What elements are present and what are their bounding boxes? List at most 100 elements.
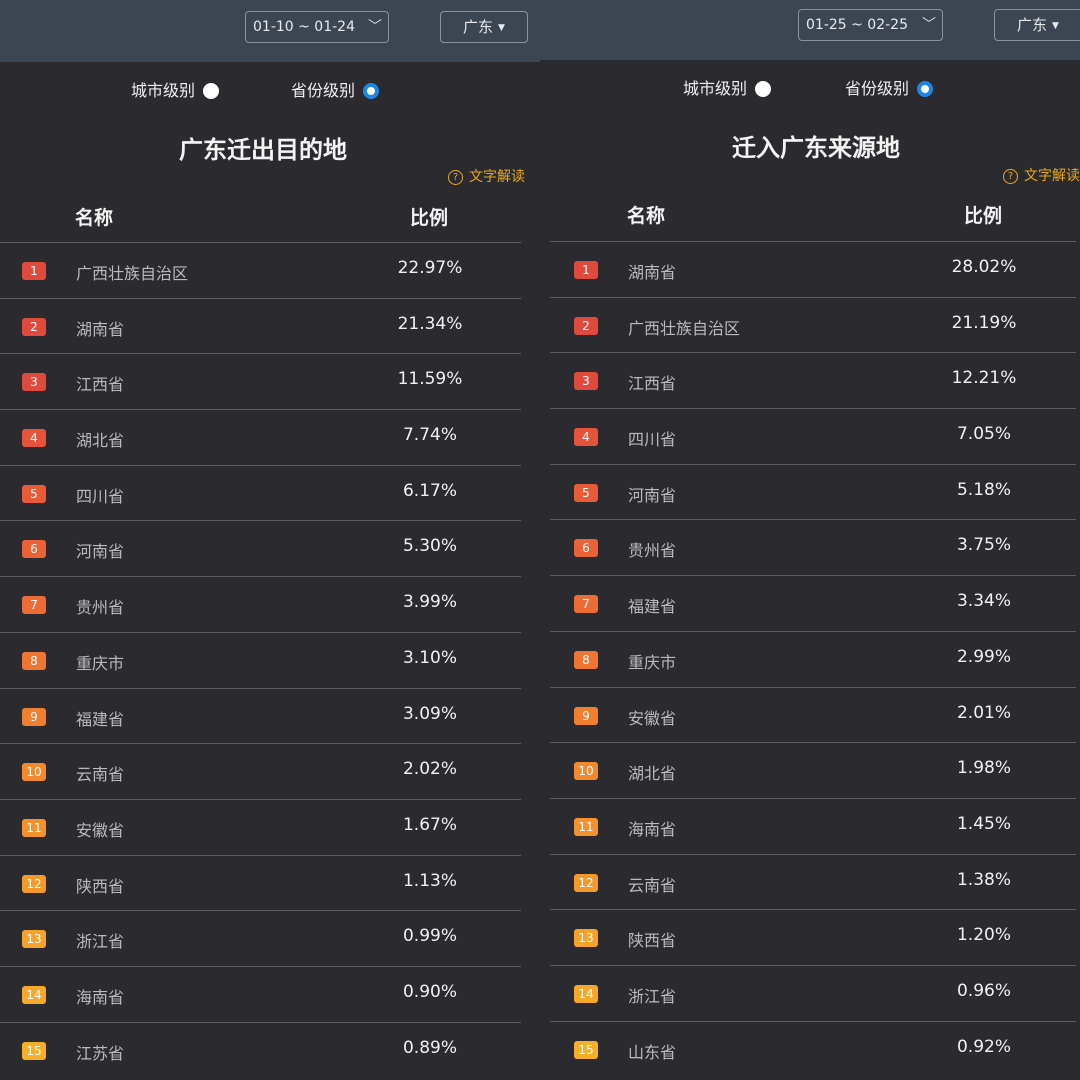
row-ratio: 1.38% xyxy=(956,869,1011,890)
table-row[interactable]: 13 浙江省 0.99% xyxy=(0,910,521,966)
row-name: 重庆市 xyxy=(628,652,677,672)
panel-title: 迁入广东来源地 xyxy=(732,134,900,162)
row-name: 云南省 xyxy=(76,765,125,785)
table-row[interactable]: 7 福建省 3.34% xyxy=(550,575,1076,631)
row-ratio: 1.20% xyxy=(956,925,1011,946)
rank-badge: 11 xyxy=(574,817,598,836)
row-ratio: 3.34% xyxy=(956,591,1011,612)
radio-checked-icon[interactable] xyxy=(917,81,934,97)
rank-badge: 2 xyxy=(22,317,46,336)
table-row[interactable]: 11 安徽省 1.67% xyxy=(0,798,521,855)
row-name: 四川省 xyxy=(76,486,125,506)
level-radio-group: 城市级别 省份级别 xyxy=(540,76,1080,102)
table-row[interactable]: 12 云南省 1.38% xyxy=(550,853,1076,910)
table-row[interactable]: 15 山东省 0.92% xyxy=(550,1020,1076,1077)
date-range-select[interactable]: 01-25 ~ 02-25 ﹀ xyxy=(798,9,943,41)
row-ratio: 28.02% xyxy=(951,257,1017,277)
table-row[interactable]: 10 云南省 2.02% xyxy=(0,743,521,799)
table-row[interactable]: 10 湖北省 1.98% xyxy=(550,742,1076,798)
rank-badge: 8 xyxy=(574,650,598,669)
table-row[interactable]: 11 海南省 1.45% xyxy=(550,797,1076,854)
rank-badge: 12 xyxy=(574,873,598,892)
column-header-ratio: 比例 xyxy=(410,207,449,229)
radio-unchecked-icon[interactable] xyxy=(203,83,220,99)
row-name: 安徽省 xyxy=(628,708,677,728)
radio-province-level[interactable]: 省份级别 xyxy=(291,78,380,104)
row-ratio: 0.90% xyxy=(402,981,457,1002)
text-explain-link[interactable]: ? 文字解读 xyxy=(1003,165,1080,185)
date-range-select[interactable]: 01-10 ~ 01-24 ﹀ xyxy=(245,11,389,43)
explain-label: 文字解读 xyxy=(1024,168,1080,184)
row-ratio: 3.09% xyxy=(402,703,457,724)
table-row[interactable]: 5 河南省 5.18% xyxy=(550,463,1076,520)
table-row[interactable]: 1 湖南省 28.02% xyxy=(550,241,1076,297)
row-name: 河南省 xyxy=(76,542,125,562)
row-ratio: 5.30% xyxy=(402,536,457,557)
radio-unchecked-icon[interactable] xyxy=(755,81,772,97)
region-select[interactable]: 广东 ▼ xyxy=(440,11,528,43)
row-name: 陕西省 xyxy=(76,876,125,896)
table-row[interactable]: 5 四川省 6.17% xyxy=(0,464,521,521)
table-row[interactable]: 8 重庆市 3.10% xyxy=(0,631,521,688)
chevron-down-icon: ﹀ xyxy=(368,19,382,35)
table-row[interactable]: 12 陕西省 1.13% xyxy=(0,854,521,911)
table-row[interactable]: 6 河南省 5.30% xyxy=(0,520,521,576)
row-ratio: 7.05% xyxy=(956,424,1011,445)
radio-city-level[interactable]: 城市级别 xyxy=(131,78,220,104)
row-name: 海南省 xyxy=(76,987,125,1007)
region-select[interactable]: 广东 ▼ xyxy=(994,9,1080,41)
row-name: 河南省 xyxy=(628,485,677,505)
row-ratio: 0.99% xyxy=(402,926,457,947)
table-row[interactable]: 4 四川省 7.05% xyxy=(550,408,1076,464)
table-row[interactable]: 3 江西省 12.21% xyxy=(550,352,1076,408)
row-name: 广西壮族自治区 xyxy=(76,264,189,283)
row-ratio: 0.89% xyxy=(402,1037,457,1058)
row-name: 福建省 xyxy=(76,709,125,729)
rank-badge: 9 xyxy=(22,707,46,726)
row-ratio: 1.98% xyxy=(956,758,1011,779)
top-toolbar: 01-25 ~ 02-25 ﹀ 广东 ▼ xyxy=(540,0,1080,60)
table-row[interactable]: 2 广西壮族自治区 21.19% xyxy=(550,296,1076,353)
radio-province-level[interactable]: 省份级别 xyxy=(845,76,934,102)
radio-city-level[interactable]: 城市级别 xyxy=(683,76,772,102)
row-ratio: 2.99% xyxy=(956,646,1011,667)
table-row[interactable]: 9 安徽省 2.01% xyxy=(550,686,1076,743)
row-name: 福建省 xyxy=(628,597,677,617)
row-ratio: 6.17% xyxy=(402,480,457,501)
row-ratio: 3.10% xyxy=(402,647,457,668)
rank-badge: 13 xyxy=(574,929,598,948)
table-row[interactable]: 4 湖北省 7.74% xyxy=(0,409,521,465)
rank-badge: 15 xyxy=(22,1041,46,1060)
table-row[interactable]: 2 湖南省 21.34% xyxy=(0,297,521,354)
table-row[interactable]: 7 贵州省 3.99% xyxy=(0,576,521,632)
table-row[interactable]: 6 贵州省 3.75% xyxy=(550,519,1076,575)
row-name: 广西壮族自治区 xyxy=(628,318,741,338)
row-ratio: 1.13% xyxy=(402,870,457,891)
table-row[interactable]: 14 海南省 0.90% xyxy=(0,965,521,1022)
rank-badge: 1 xyxy=(574,261,598,279)
row-ratio: 22.97% xyxy=(397,258,463,278)
row-ratio: 3.99% xyxy=(402,592,457,613)
radio-checked-icon[interactable] xyxy=(363,83,380,99)
row-ratio: 2.02% xyxy=(402,759,457,780)
table-row[interactable]: 3 江西省 11.59% xyxy=(0,353,521,409)
row-ratio: 2.01% xyxy=(956,702,1011,723)
table-row[interactable]: 1 广西壮族自治区 22.97% xyxy=(0,242,521,298)
row-ratio: 0.92% xyxy=(956,1036,1011,1057)
rank-badge: 2 xyxy=(574,316,598,335)
table-row[interactable]: 8 重庆市 2.99% xyxy=(550,630,1076,687)
table-row[interactable]: 15 江苏省 0.89% xyxy=(0,1021,521,1078)
rank-badge: 7 xyxy=(22,596,46,615)
table-row[interactable]: 13 陕西省 1.20% xyxy=(550,909,1076,965)
row-name: 四川省 xyxy=(628,430,677,450)
table-row[interactable]: 14 浙江省 0.96% xyxy=(550,964,1076,1021)
row-ratio: 21.19% xyxy=(951,312,1017,333)
radio-province-label: 省份级别 xyxy=(845,79,910,98)
table-row[interactable]: 9 福建省 3.09% xyxy=(0,687,521,744)
text-explain-link[interactable]: ? 文字解读 xyxy=(448,166,525,186)
row-name: 海南省 xyxy=(628,819,677,839)
rank-badge: 11 xyxy=(22,818,46,837)
row-name: 陕西省 xyxy=(628,931,677,951)
caret-down-icon: ▼ xyxy=(1052,21,1059,31)
row-name: 浙江省 xyxy=(76,932,125,952)
